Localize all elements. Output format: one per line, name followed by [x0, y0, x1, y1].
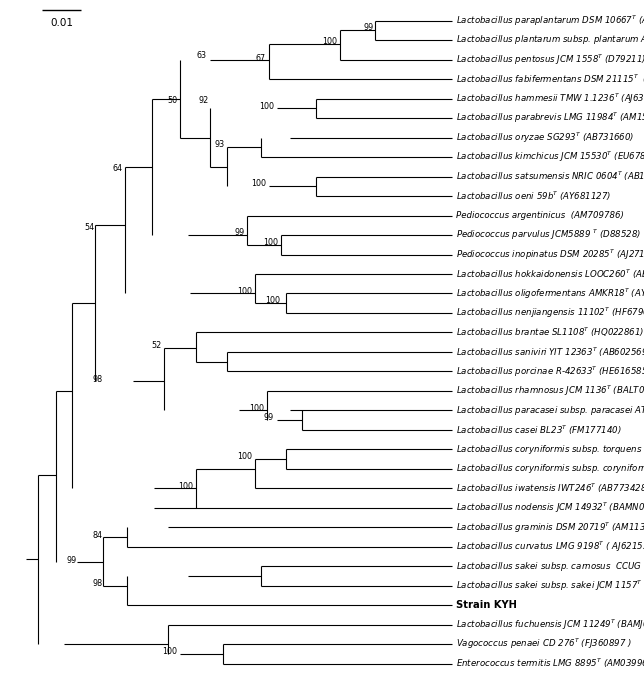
Text: 100: 100 [251, 179, 266, 188]
Text: Lactobacillus rhamnosus JCM 1136$^{\mathregular{T}}$ (BALT01000058): Lactobacillus rhamnosus JCM 1136$^{\math… [456, 384, 644, 398]
Text: Lactobacillus iwatensis IWT246$^{\mathregular{T}}$ (AB773428): Lactobacillus iwatensis IWT246$^{\mathre… [456, 482, 644, 495]
Text: Enterococcus termitis LMG 8895$^{\mathregular{T}}$ (AM039968): Enterococcus termitis LMG 8895$^{\mathre… [456, 657, 644, 671]
Text: Lactobacillus casei BL23$^{\mathregular{T}}$ (FM177140): Lactobacillus casei BL23$^{\mathregular{… [456, 424, 621, 437]
Text: 100: 100 [265, 296, 279, 305]
Text: 100: 100 [249, 404, 264, 412]
Text: Lactobacillus hokkaidonensis LOOC260$^{\mathregular{T}}$ (AB721549): Lactobacillus hokkaidonensis LOOC260$^{\… [456, 267, 644, 281]
Text: 100: 100 [237, 286, 252, 295]
Text: 54: 54 [84, 223, 95, 232]
Text: Lactobacillus paracasei subsp. paracasei ATCC 25302$^{\mathregular{Tv}}$ (ACGY01: Lactobacillus paracasei subsp. paracasei… [456, 403, 644, 418]
Text: 50: 50 [167, 96, 177, 105]
Text: Pediococcus parvulus JCM5889 $^{\mathregular{T}}$ (D88528): Pediococcus parvulus JCM5889 $^{\mathreg… [456, 228, 641, 242]
Text: Lactobacillus saniviri YIT 12363$^{\mathregular{T}}$ (AB602569): Lactobacillus saniviri YIT 12363$^{\math… [456, 345, 644, 358]
Text: Lactobacillus coryniformis subsp. coryniformis KCTC 3167$^{\mathregular{T}}$ (GL: Lactobacillus coryniformis subsp. coryni… [456, 462, 644, 476]
Text: Lactobacillus graminis DSM 20719$^{\mathregular{T}}$ (AM113778): Lactobacillus graminis DSM 20719$^{\math… [456, 520, 644, 535]
Text: 100: 100 [322, 36, 337, 46]
Text: Lactobacillus kimchicus JCM 15530$^{\mathregular{T}}$ (EU678893 ): Lactobacillus kimchicus JCM 15530$^{\mat… [456, 150, 644, 164]
Text: 63: 63 [197, 51, 207, 60]
Text: Strain KYH: Strain KYH [456, 601, 517, 610]
Text: Lactobacillus fuchuensis JCM 11249$^{\mathregular{T}}$ (BAMJ01000063 ): Lactobacillus fuchuensis JCM 11249$^{\ma… [456, 617, 644, 632]
Text: 84: 84 [92, 531, 102, 540]
Text: Lactobacillus coryniformis subsp. torquens KCTC 3535 $^{\mathregular{T}}$ (AEOS0: Lactobacillus coryniformis subsp. torque… [456, 442, 644, 456]
Text: 99: 99 [66, 556, 77, 565]
Text: Lactobacillus curvatus LMG 9198$^{\mathregular{T}}$ ( AJ621550 ): Lactobacillus curvatus LMG 9198$^{\mathr… [456, 540, 644, 554]
Text: Lactobacillus sakei subsp. sakei JCM 1157$^{\mathregular{T}}$ (BALW01000030): Lactobacillus sakei subsp. sakei JCM 115… [456, 579, 644, 593]
Text: 52: 52 [151, 341, 162, 350]
Text: 92: 92 [198, 96, 209, 105]
Text: Lactobacillus sakei subsp. carnosus  CCUG 31331$^{\mathregular{T}}$ (AY204892): Lactobacillus sakei subsp. carnosus CCUG… [456, 559, 644, 573]
Text: 0.01: 0.01 [50, 18, 73, 28]
Text: 98: 98 [92, 579, 102, 588]
Text: 99: 99 [234, 228, 244, 237]
Text: Lactobacillus oeni 59b$^{\mathregular{T}}$ (AY681127): Lactobacillus oeni 59b$^{\mathregular{T}… [456, 189, 611, 203]
Text: Lactobacillus nenjiangensis 11102$^{\mathregular{T}}$ (HF679039 ): Lactobacillus nenjiangensis 11102$^{\mat… [456, 306, 644, 320]
Text: Lactobacillus satsumensis NRIC 0604$^{\mathregular{T}}$ (AB154519): Lactobacillus satsumensis NRIC 0604$^{\m… [456, 170, 644, 183]
Text: Lactobacillus paraplantarum DSM 10667$^{\mathregular{T}}$ (AJ306297): Lactobacillus paraplantarum DSM 10667$^{… [456, 13, 644, 28]
Text: 99: 99 [263, 413, 274, 422]
Text: 67: 67 [256, 54, 266, 63]
Text: Lactobacillus hammesii TMW 1.1236$^{\mathregular{T}}$ (AJ632219): Lactobacillus hammesii TMW 1.1236$^{\mat… [456, 92, 644, 106]
Text: 99: 99 [363, 23, 374, 32]
Text: Lactobacillus nodensis JCM 14932$^{\mathregular{T}}$ (BAMN01000046): Lactobacillus nodensis JCM 14932$^{\math… [456, 500, 644, 515]
Text: Pediococcus argentinicus  (AM709786): Pediococcus argentinicus (AM709786) [456, 211, 624, 220]
Text: 98: 98 [92, 374, 102, 384]
Text: Lactobacillus oligofermentans AMKR18$^{\mathregular{T}}$ (AY733084 ): Lactobacillus oligofermentans AMKR18$^{\… [456, 286, 644, 301]
Text: 100: 100 [263, 238, 278, 247]
Text: Lactobacillus pentosus JCM 1558$^{\mathregular{T}}$ (D79211): Lactobacillus pentosus JCM 1558$^{\mathr… [456, 52, 644, 66]
Text: Lactobacillus oryzae SG293$^{\mathregular{T}}$ (AB731660): Lactobacillus oryzae SG293$^{\mathregula… [456, 130, 634, 145]
Text: 100: 100 [162, 648, 177, 656]
Text: Vagococcus penaei CD 276$^{\mathregular{T}}$ (FJ360897 ): Vagococcus penaei CD 276$^{\mathregular{… [456, 637, 632, 652]
Text: Lactobacillus plantarum subsp. plantarum ATCC 14917$^{\mathregular{T}}$  (ACGZ01: Lactobacillus plantarum subsp. plantarum… [456, 33, 644, 48]
Text: Lactobacillus parabrevis LMG 11984$^{\mathregular{T}}$ (AM158249): Lactobacillus parabrevis LMG 11984$^{\ma… [456, 111, 644, 125]
Text: Lactobacillus porcinae R-42633$^{\mathregular{T}}$ (HE616585 ): Lactobacillus porcinae R-42633$^{\mathre… [456, 364, 644, 379]
Text: 64: 64 [112, 164, 122, 174]
Text: 100: 100 [259, 102, 274, 111]
Text: 100: 100 [237, 452, 252, 461]
Text: 93: 93 [214, 141, 225, 150]
Text: Pediococcus inopinatus DSM 20285$^{\mathregular{T}}$ (AJ271383): Pediococcus inopinatus DSM 20285$^{\math… [456, 247, 644, 262]
Text: Lactobacillus brantae SL1108$^{\mathregular{T}}$ (HQ022861): Lactobacillus brantae SL1108$^{\mathregu… [456, 326, 644, 340]
Text: 100: 100 [178, 482, 193, 491]
Text: Lactobacillus fabifermentans DSM 21115$^{\mathregular{T}}$  (AYGX01000583): Lactobacillus fabifermentans DSM 21115$^… [456, 72, 644, 86]
